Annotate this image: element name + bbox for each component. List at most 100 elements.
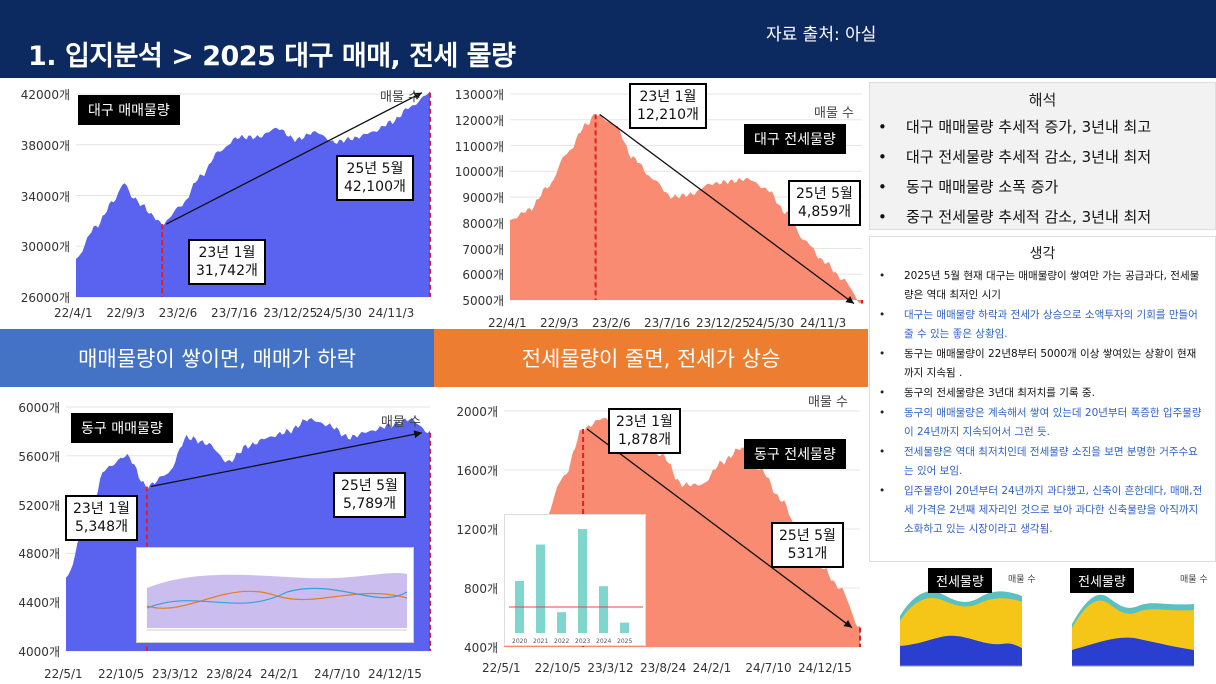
trend-arrow [599, 113, 855, 305]
thoughts-list: 2025년 5월 현재 대구는 매매물량이 쌓여만 가는 공급과다, 전세물량은… [870, 267, 1215, 539]
series-area [510, 113, 862, 304]
banner-sale-text: 매매물량이 쌓이면, 매매가 하락 [78, 347, 356, 371]
interpretation-panel: 해석 대구 매매물량 추세적 증가, 3년내 최고대구 전세물량 추세적 감소,… [869, 82, 1216, 232]
chart-title: 동구 매매물량 [71, 413, 173, 443]
chart-title: 동구 전세물량 [744, 439, 846, 469]
annotation-callout: 23년 1월 12,210개 [629, 83, 707, 129]
annotation-callout: 23년 1월 1,878개 [608, 408, 681, 454]
mini-legend-label: 매물 수 [1180, 575, 1208, 585]
y-tick-label: 5600개 [18, 449, 60, 464]
x-tick-label: 23/2/6 [592, 316, 631, 329]
y-tick-label: 34000개 [20, 189, 70, 204]
mini-plot [900, 591, 1022, 667]
thoughts-panel: 생각 2025년 5월 현재 대구는 매매물량이 쌓여만 가는 공급과다, 전세… [869, 236, 1216, 562]
mini-chart-left: 전세물량 매물 수 [872, 566, 1044, 684]
inset-bar-year: 2020 [512, 638, 527, 645]
legend-label: 매물 수 [808, 395, 849, 410]
annotation-value: 31,742개 [196, 263, 258, 279]
x-tick-label: 22/10/5 [98, 667, 145, 681]
x-tick-label: 24/12/15 [368, 667, 422, 681]
annotation-callout: 25년 5월 4,859개 [788, 180, 861, 226]
annotation-value: 12,210개 [637, 107, 699, 123]
inset-bar-year: 2023 [575, 638, 590, 645]
chart-daegu-sale: 42000개 38000개 34000개 30000개 26000개 22/4/1 22/9… [0, 82, 432, 329]
annotation-callout: 25년 5월 531개 [771, 522, 844, 568]
chart-donggu-sale: 6000개 5600개 5200개 4800개 4400개 4000개 22/5/1 22/1… [0, 389, 432, 684]
interpretation-item: 대구 전세물량 추세적 감소, 3년내 최저 [870, 142, 1215, 172]
x-tick-label: 22/10/5 [534, 661, 581, 675]
x-tick-label: 23/3/12 [152, 667, 199, 681]
interpretation-item: 동구 매매물량 소폭 증가 [870, 172, 1215, 202]
y-tick-label: 38000개 [20, 138, 70, 153]
y-tick-label: 800개 [464, 582, 498, 596]
y-tick-label: 8000개 [462, 216, 504, 231]
x-tick-label: 22/5/1 [482, 661, 521, 675]
x-tick-label: 22/4/1 [54, 306, 93, 320]
annotation-value: 5,348개 [74, 519, 128, 535]
x-tick-label: 23/8/24 [206, 667, 253, 681]
x-tick-label: 24/7/10 [745, 661, 792, 675]
chart-title: 대구 매매물량 [78, 95, 180, 125]
thought-item: 동구는 매매물량이 22년8부터 5000개 이상 쌓여있는 상황이 현재까지 … [870, 345, 1215, 383]
chart-donggu-jeonse: 2000개 1600개 1200개 800개 400개 22/5/1 22/10/5 23/3… [436, 389, 868, 684]
inset-bar [536, 544, 545, 633]
inset-bar-year: 2021 [533, 638, 548, 645]
annotation-callout: 25년 5월 42,100개 [336, 155, 414, 201]
mini-chart-right: 전세물량 매물 수 [1044, 566, 1216, 684]
y-tick-label: 6000개 [18, 401, 60, 415]
x-tick-label: 24/2/1 [260, 667, 299, 681]
y-tick-label: 5000개 [462, 294, 504, 308]
inset-bar-year: 2025 [617, 638, 632, 645]
annotation-callout: 25년 5월 5,789개 [333, 472, 406, 518]
x-tick-label: 24/12/15 [798, 661, 852, 675]
x-tick-label: 22/9/3 [540, 316, 579, 329]
thought-item: 동구의 전세물량은 3년대 최저치를 기록 중. [870, 384, 1215, 403]
legend-label: 매물 수 [814, 106, 855, 121]
interpretation-list: 대구 매매물량 추세적 증가, 3년내 최고대구 전세물량 추세적 감소, 3년… [870, 112, 1215, 232]
header-bar: 1. 입지분석 > 2025 대구 매매, 전세 물량 자료 출처: 아실 [0, 0, 1216, 78]
inset-bar [557, 612, 566, 633]
thought-item: 대구는 매매물량 하락과 전세가 상승으로 소액투자의 기회를 만들어 줄 수 … [870, 306, 1215, 344]
x-tick-label: 24/2/1 [692, 661, 732, 675]
y-tick-label: 12000개 [454, 113, 504, 128]
mini-plot [1072, 594, 1194, 667]
y-tick-label: 6000개 [462, 268, 504, 283]
banner-jeonse-text: 전세물량이 줄면, 전세가 상승 [521, 347, 781, 371]
annotation-date: 25년 5월 [341, 478, 398, 494]
x-tick-label: 23/7/16 [644, 316, 691, 329]
x-tick-label: 23/2/6 [158, 306, 198, 320]
annotation-value: 4,859개 [797, 204, 851, 220]
y-tick-label: 1600개 [456, 464, 498, 478]
y-tick-label: 1200개 [456, 523, 498, 537]
thought-item: 동구의 매매물량은 계속해서 쌓여 있는데 20년부터 폭증한 입주물량이 24… [870, 404, 1215, 442]
trend-arrow [150, 430, 423, 488]
mini-legend-label: 매물 수 [1008, 575, 1036, 585]
annotation-date: 25년 5월 [796, 186, 853, 202]
annotation-callout: 23년 1월 31,742개 [188, 239, 266, 285]
x-tick-label: 23/8/24 [640, 661, 687, 675]
y-tick-label: 4400개 [18, 596, 60, 611]
inset-bar [599, 586, 608, 633]
inset-chart [136, 547, 414, 643]
annotation-value: 5,789개 [342, 496, 396, 512]
annotation-date: 23년 1월 [639, 89, 697, 105]
x-tick-label: 22/9/3 [106, 306, 145, 320]
legend-label: 매물 수 [380, 90, 421, 105]
inset-bar [620, 622, 629, 633]
mini-chart-title: 전세물량 [928, 568, 992, 593]
x-tick-label: 22/5/1 [44, 667, 83, 681]
annotation-value: 42,100개 [344, 179, 406, 195]
chart-title: 대구 전세물량 [744, 124, 846, 154]
annotation-date: 25년 5월 [779, 528, 836, 544]
y-tick-label: 2000개 [456, 405, 498, 419]
annotation-date: 23년 1월 [616, 414, 673, 430]
x-tick-label: 24/7/10 [314, 667, 361, 681]
annotation-date: 23년 1월 [198, 245, 256, 261]
y-tick-label: 42000개 [20, 88, 70, 102]
banner-sale: 매매물량이 쌓이면, 매매가 하락 [0, 329, 434, 387]
legend-label: 매물 수 [381, 415, 422, 430]
thought-item: 2025년 5월 현재 대구는 매매물량이 쌓여만 가는 공급과다, 전세물량은… [870, 267, 1215, 305]
x-tick-label: 24/5/30 [748, 316, 795, 329]
series-area [76, 91, 430, 297]
annotation-value: 1,878개 [617, 432, 671, 448]
